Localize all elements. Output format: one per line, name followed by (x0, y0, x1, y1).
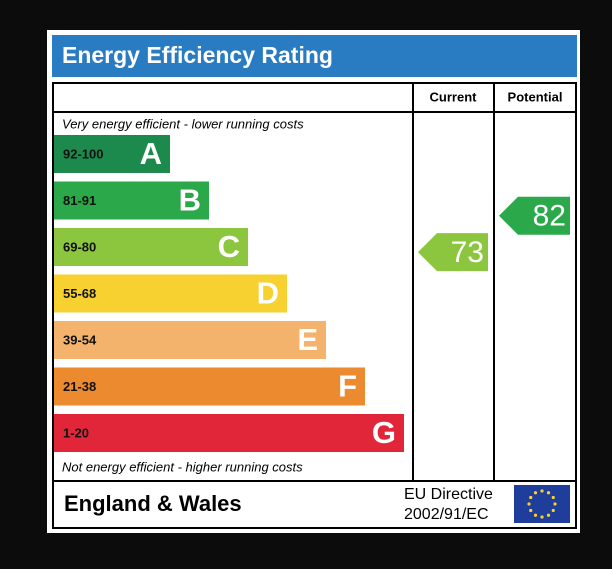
column-header: Potential (508, 89, 563, 104)
star (551, 495, 555, 500)
band-range: 69-80 (63, 239, 96, 254)
table-frame (52, 82, 577, 529)
title: Energy Efficiency Rating (62, 42, 333, 68)
rating-arrow (499, 196, 570, 235)
band-letter: E (297, 322, 318, 357)
star (540, 515, 544, 519)
star (529, 495, 533, 500)
star (553, 502, 557, 506)
band-range: 1-20 (63, 425, 89, 440)
band-letter: G (372, 415, 396, 450)
top-note: Very energy efficient - lower running co… (62, 116, 304, 131)
band-bar (54, 367, 365, 406)
rating-value: 73 (451, 236, 484, 269)
directive: EU Directive (404, 486, 493, 503)
band-range: 21-38 (63, 379, 96, 394)
band-bar (54, 181, 209, 220)
eu-flag (514, 485, 570, 523)
band-letter: F (338, 369, 357, 404)
star (540, 489, 544, 493)
star (533, 491, 538, 495)
star (533, 513, 538, 517)
band-letter: B (179, 183, 201, 218)
rating-value: 82 (533, 200, 566, 233)
band-range: 92-100 (63, 146, 103, 161)
rating-arrow (418, 233, 488, 272)
band-bar (54, 414, 404, 452)
band-bar (54, 321, 326, 359)
band-range: 55-68 (63, 286, 96, 301)
star (546, 491, 551, 495)
band-bar (54, 274, 287, 313)
band-bar (54, 228, 248, 266)
region: England & Wales (64, 491, 242, 516)
column-header: Current (430, 89, 478, 104)
star (551, 508, 555, 513)
directive: 2002/91/EC (404, 506, 489, 523)
band-letter: A (140, 136, 162, 171)
band-bar (54, 135, 170, 173)
band-letter: C (218, 229, 240, 264)
star (527, 502, 531, 506)
band-range: 39-54 (63, 332, 97, 347)
band-range: 81-91 (63, 193, 96, 208)
bottom-note: Not energy efficient - higher running co… (62, 459, 303, 474)
title-bar (52, 35, 577, 77)
band-letter: D (257, 276, 279, 311)
star (529, 508, 533, 513)
star (546, 513, 551, 517)
